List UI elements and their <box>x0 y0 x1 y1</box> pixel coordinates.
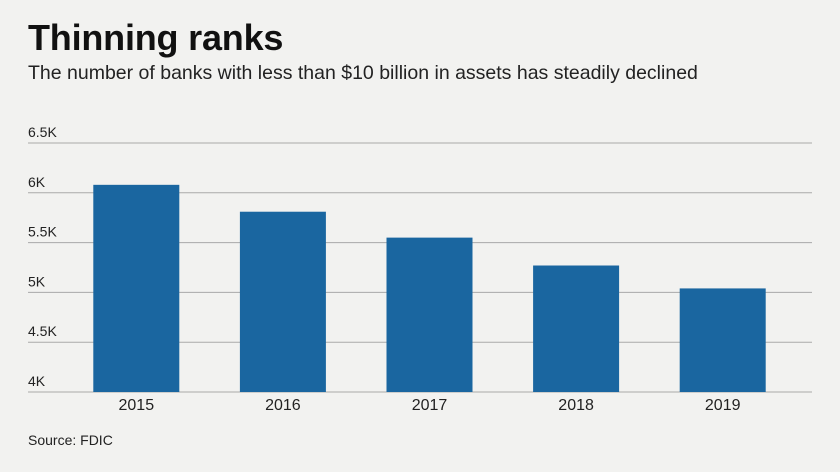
chart-title: Thinning ranks <box>28 17 284 58</box>
bar <box>93 184 180 392</box>
x-tick-label: 2016 <box>265 397 301 414</box>
x-tick-label: 2015 <box>119 397 155 414</box>
y-tick-label: 5K <box>28 273 46 289</box>
x-tick-label: 2018 <box>558 397 594 414</box>
bar <box>386 237 473 392</box>
x-tick-label: 2017 <box>412 397 448 414</box>
y-tick-label: 5.5K <box>28 224 57 240</box>
y-tick-label: 6.5K <box>28 124 57 140</box>
y-tick-label: 6K <box>28 174 46 190</box>
source-note: Source: FDIC <box>28 432 113 448</box>
y-tick-label: 4K <box>28 373 46 389</box>
x-tick-label: 2019 <box>705 397 741 414</box>
bar <box>239 211 326 392</box>
chart-subtitle: The number of banks with less than $10 b… <box>28 62 698 84</box>
bar <box>533 265 620 392</box>
y-tick-label: 4.5K <box>28 323 57 339</box>
bar <box>679 288 766 392</box>
